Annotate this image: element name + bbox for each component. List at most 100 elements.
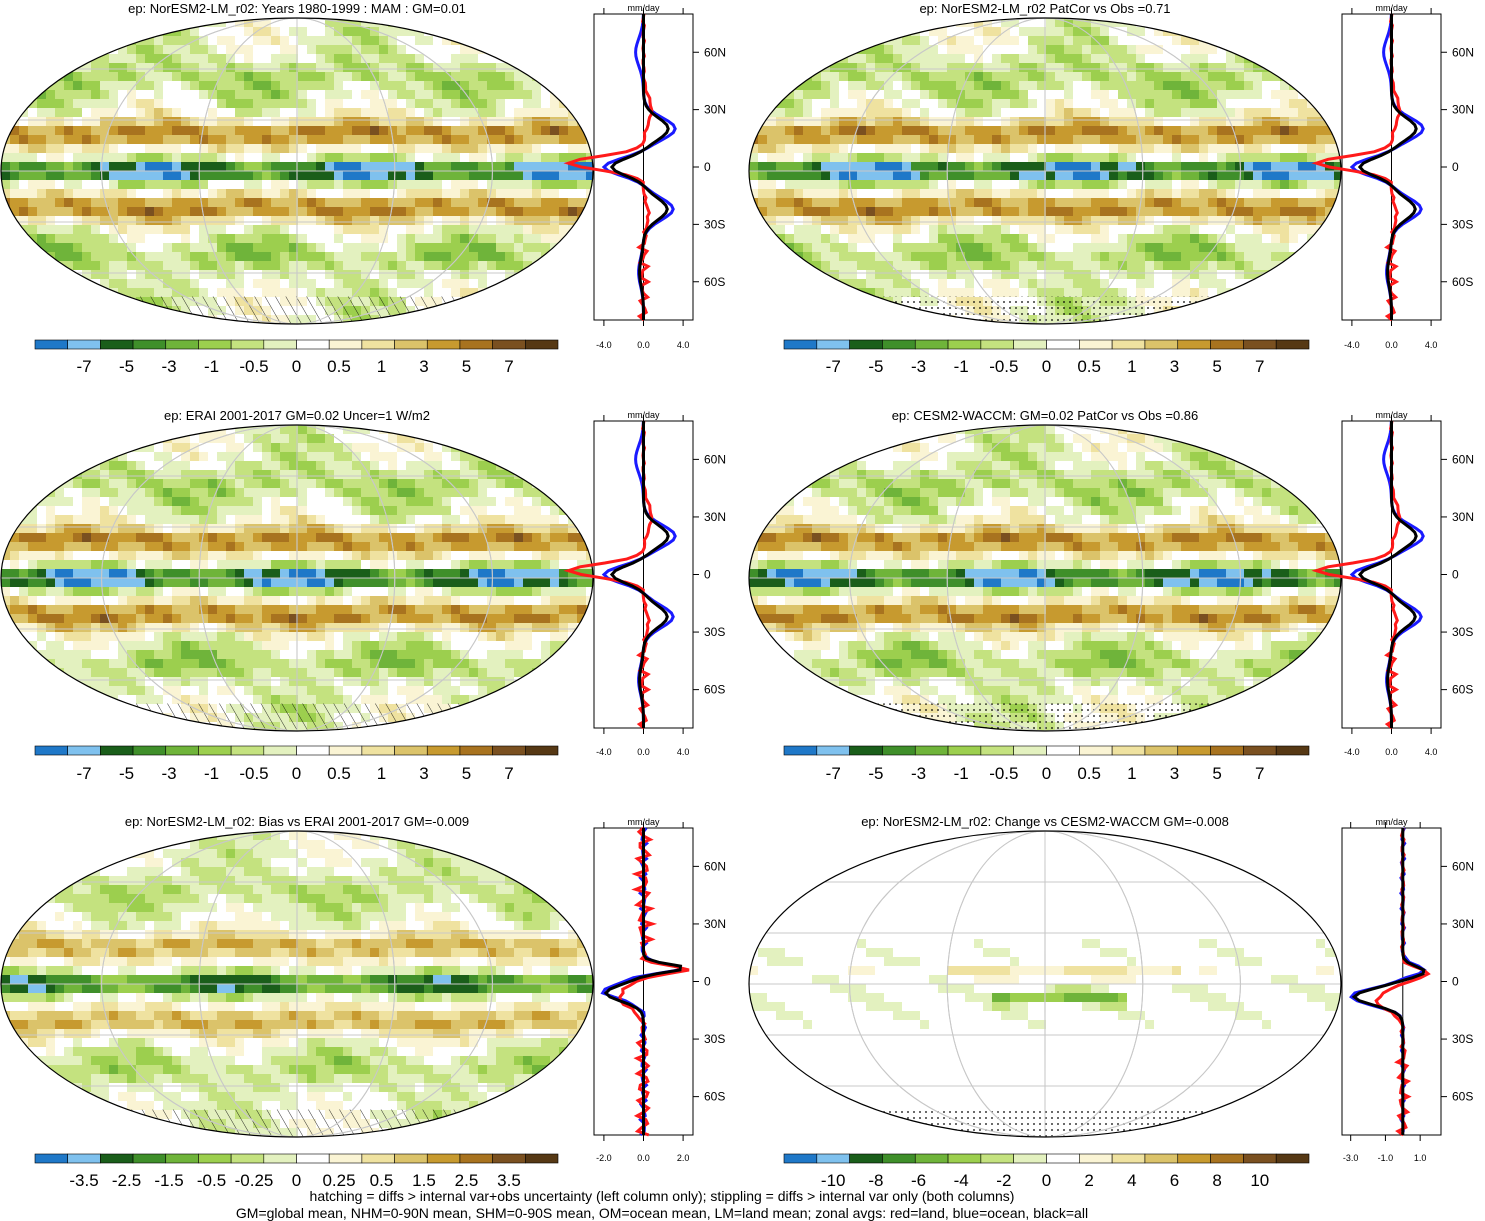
colorbar-swatch: [198, 745, 232, 756]
colorbar-label: -5: [119, 764, 134, 783]
colorbar-label: -7: [826, 764, 841, 783]
colorbar-swatch: [296, 1153, 330, 1164]
colorbar-label: -3: [911, 764, 926, 783]
colorbar-swatch: [1144, 1153, 1179, 1164]
x-tick-label: -3.0: [1343, 1153, 1359, 1163]
colorbar-swatch: [525, 745, 559, 756]
x-tick-label: -1.0: [1378, 1153, 1394, 1163]
colorbar-swatch: [230, 745, 265, 756]
colorbar-label: -1: [954, 764, 969, 783]
colorbar-label: 3: [1170, 357, 1179, 376]
colorbar-swatch: [1177, 745, 1211, 756]
y-tick-label: 60N: [704, 452, 726, 466]
zonal-line-all: [1357, 14, 1418, 320]
colorbar-label: 7: [504, 357, 513, 376]
colorbar-label: 0: [292, 1171, 301, 1190]
colorbar-swatch: [525, 1153, 559, 1164]
x-tick-label: 4.0: [677, 747, 690, 757]
colorbar-swatch: [1275, 1153, 1310, 1164]
graticule: [749, 831, 1341, 1137]
colorbar-label: 3: [1170, 764, 1179, 783]
panel-title: ep: NorESM2-LM_r02: Change vs CESM2-WACC…: [861, 814, 1229, 829]
colorbar-swatch: [263, 1153, 297, 1164]
colorbar-swatch: [914, 745, 949, 756]
colorbar-swatch: [132, 745, 167, 756]
colorbar-label: -3.5: [69, 1171, 98, 1190]
colorbar-label: -5: [119, 357, 134, 376]
colorbar-swatch: [263, 339, 297, 350]
colorbar-swatch: [947, 339, 982, 350]
x-tick-label: 0.0: [637, 1153, 650, 1163]
colorbar-label: 7: [504, 764, 513, 783]
map-frame: [0, 424, 594, 732]
colorbar-label: 1: [377, 357, 386, 376]
panel-2: ep: NorESM2-LM_r02 PatCor vs Obs =0.71 -7…: [748, 1, 1474, 376]
x-tick-label: -2.0: [596, 1153, 612, 1163]
panel-title: ep: NorESM2-LM_r02: Bias vs ERAI 2001-20…: [125, 814, 469, 829]
panel-3: ep: ERAI 2001-2017 GM=0.02 Uncer=1 W/m2 -…: [0, 408, 726, 783]
colorbar-swatch: [1046, 1153, 1080, 1164]
x-tick-label: -4.0: [596, 340, 612, 350]
colorbar-swatch: [1243, 339, 1277, 350]
y-tick-label: 60N: [1452, 859, 1474, 873]
colorbar-label: 0.5: [1077, 357, 1101, 376]
colorbar-label: -6: [911, 1171, 926, 1190]
colorbar-label: -0.5: [239, 764, 268, 783]
zonal-line-all: [603, 828, 683, 1135]
colorbar: -7 -5 -3 -1 -0.5 0 0.5 1 3 5 7: [34, 745, 559, 783]
colorbar-label: 5: [1212, 357, 1221, 376]
y-tick-label: 30N: [1452, 510, 1474, 524]
map-field-6: [749, 831, 1341, 1137]
colorbar-swatch: [230, 339, 265, 350]
colorbar-label: 3: [419, 764, 428, 783]
colorbar-swatch: [1111, 1153, 1146, 1164]
colorbar-swatch: [492, 1153, 526, 1164]
colorbar-label: -1.5: [154, 1171, 183, 1190]
colorbar-swatch: [1046, 745, 1080, 756]
colorbar-swatch: [459, 745, 493, 756]
colorbar-label: 4: [1127, 1171, 1136, 1190]
colorbar-swatch: [783, 339, 818, 350]
colorbar-label: 0.5: [327, 357, 351, 376]
colorbar-swatch: [67, 339, 101, 350]
x-tick-label: -4.0: [596, 747, 612, 757]
colorbar-label: -2.5: [112, 1171, 141, 1190]
colorbar-swatch: [328, 745, 363, 756]
panel-title: ep: ERAI 2001-2017 GM=0.02 Uncer=1 W/m2: [164, 408, 430, 423]
x-tick-label: 0.0: [1385, 747, 1398, 757]
colorbar-label: -7: [826, 357, 841, 376]
y-tick-label: 60N: [1452, 452, 1474, 466]
panel-title: ep: NorESM2-LM_r02: Years 1980-1999 : MA…: [128, 1, 466, 16]
graticule: [1, 425, 593, 731]
colorbar-swatch: [1243, 745, 1277, 756]
colorbar-swatch: [296, 339, 330, 350]
map-frame: [748, 17, 1342, 325]
colorbar-swatch: [328, 1153, 363, 1164]
y-tick-label: 60S: [704, 1090, 725, 1104]
colorbar-swatch: [34, 339, 68, 350]
colorbar-label: 0: [292, 764, 301, 783]
colorbar-swatch: [361, 339, 395, 350]
y-tick-label: 30S: [704, 625, 725, 639]
colorbar-label: 5: [462, 357, 471, 376]
map-frame: [748, 424, 1342, 732]
colorbar-swatch: [1275, 339, 1310, 350]
colorbar-swatch: [947, 1153, 982, 1164]
y-tick-label: 0: [704, 160, 711, 174]
map-frame: [0, 830, 594, 1138]
colorbar-swatch: [263, 745, 297, 756]
colorbar-label: 0: [1042, 764, 1051, 783]
colorbar-swatch: [100, 1153, 134, 1164]
colorbar: -7 -5 -3 -1 -0.5 0 0.5 1 3 5 7: [34, 339, 559, 376]
colorbar-label: -7: [76, 764, 91, 783]
colorbar-label: 7: [1255, 764, 1264, 783]
colorbar-swatch: [1210, 745, 1244, 756]
zonal-line-all: [1351, 828, 1426, 1135]
colorbar-swatch: [980, 745, 1014, 756]
colorbar-swatch: [882, 1153, 916, 1164]
colorbar-swatch: [1079, 745, 1113, 756]
x-tick-label: 4.0: [1425, 340, 1438, 350]
y-tick-label: 30S: [1452, 217, 1473, 231]
colorbar-label: -1: [954, 357, 969, 376]
